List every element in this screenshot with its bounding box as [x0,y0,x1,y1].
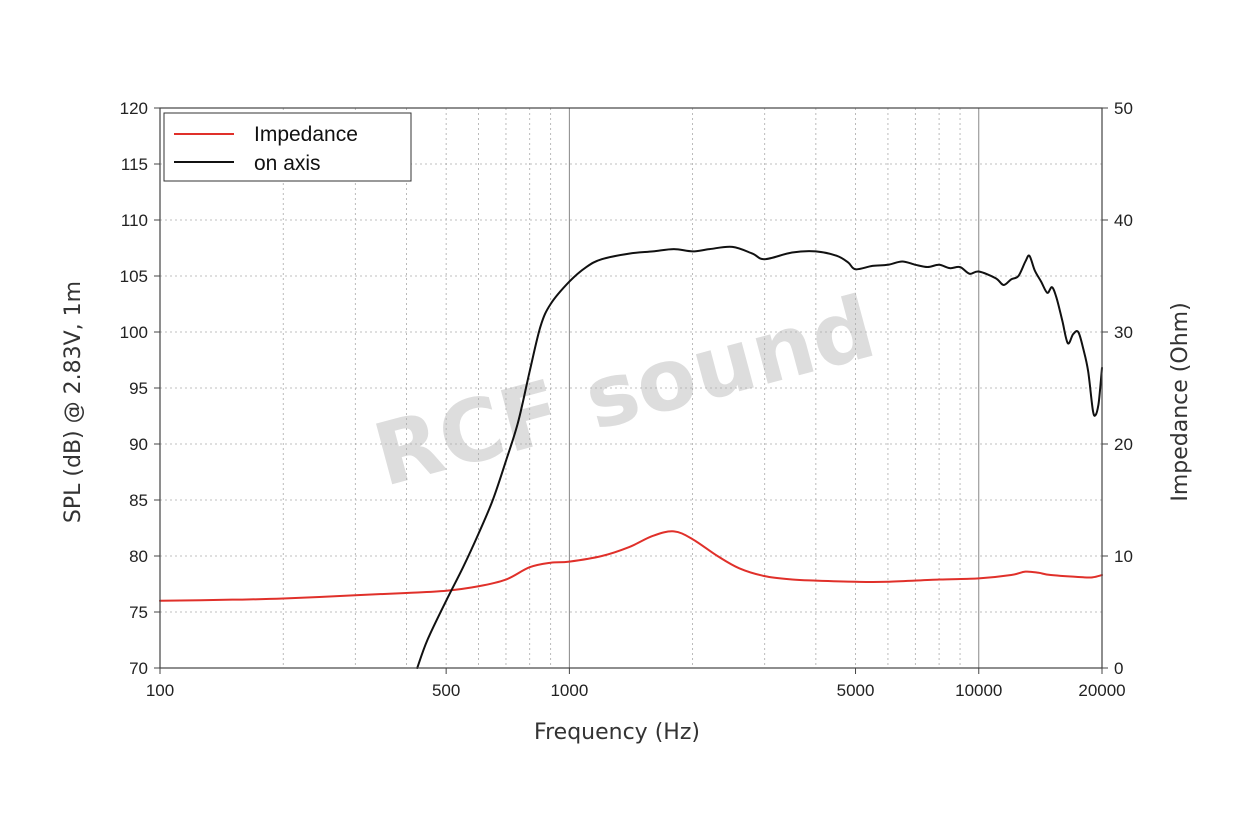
legend-label-impedance: Impedance [254,123,358,146]
y2-tick-label: 0 [1114,659,1123,678]
y-tick-label: 105 [120,267,148,286]
x-tick-label: 5000 [837,681,875,700]
y-tick-label: 70 [129,659,148,678]
y2-tick-label: 50 [1114,99,1133,118]
y-tick-label: 100 [120,323,148,342]
y2-tick-label: 40 [1114,211,1133,230]
x-tick-label: 500 [432,681,460,700]
legend-box [163,112,412,182]
y-tick-label: 90 [129,435,148,454]
y-axis-title: SPL (dB) @ 2.83V, 1m [61,281,86,523]
y2-tick-label: 30 [1114,323,1133,342]
watermark-text: RCF sound [364,277,885,506]
tick-layer: 70 75 80 85 90 95 100 105 110 115 120 0 10 20 30 40 50 10… [120,99,1133,700]
legend-label-on-axis: on axis [254,152,321,175]
y2-tick-label: 10 [1114,547,1133,566]
x-axis-title: Frequency (Hz) [534,720,700,745]
y-tick-label: 75 [129,603,148,622]
x-tick-label: 20000 [1078,681,1125,700]
y2-axis-title: Impedance (Ohm) [1168,302,1193,501]
series-line-on-axis [416,245,1103,669]
series-layer [159,245,1103,669]
y2-tick-label: 20 [1114,435,1133,454]
legend: Impedance on axis [163,112,412,182]
x-tick-label: 10000 [955,681,1002,700]
y-tick-label: 85 [129,491,148,510]
y-tick-label: 115 [121,155,148,174]
x-tick-label: 1000 [550,681,588,700]
y-tick-label: 110 [121,211,148,230]
y-tick-label: 120 [120,99,148,118]
y-tick-label: 80 [129,547,148,566]
series-line-impedance [159,530,1103,602]
grid [160,108,1102,668]
watermark-layer: RCF sound [364,277,885,506]
x-tick-label: 100 [146,681,174,700]
y-tick-label: 95 [129,379,148,398]
